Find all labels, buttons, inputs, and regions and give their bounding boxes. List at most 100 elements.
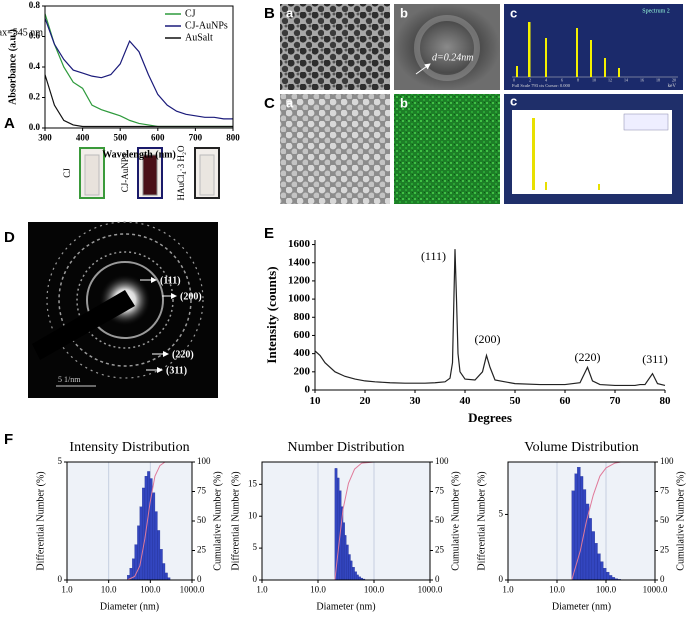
plot-frame: [66, 461, 193, 581]
edx-map: [394, 94, 500, 204]
histogram-bar: [350, 560, 353, 581]
peak-label: (220): [575, 350, 601, 364]
histogram-bar: [348, 554, 351, 581]
histogram-bar: [588, 518, 592, 581]
panel-label: E: [264, 225, 274, 242]
x-tick-label: 80: [660, 395, 672, 407]
x-tick-label: 1.0: [61, 584, 73, 594]
y2-tick-label: 0: [660, 574, 665, 584]
y-tick-label: 5: [499, 509, 504, 519]
panel-label: C: [264, 95, 275, 112]
chart-title: Intensity Distribution: [69, 440, 189, 455]
x-axis-label: Diameter (nm): [552, 601, 611, 612]
diffraction-rings: [46, 221, 204, 379]
series-line: [44, 17, 233, 120]
spectrum-footer: Full Scale 793 cts Cursor: 0.000: [512, 83, 571, 88]
spectrum-title: Spectrum 2: [642, 8, 670, 14]
edx-spectrum: [504, 4, 683, 90]
y2-tick-label: 25: [197, 545, 207, 555]
histogram-bar: [580, 476, 584, 581]
x-tick-label: 1000.0: [643, 584, 668, 594]
annotation: λmax=545 nm: [0, 27, 43, 38]
y-tick-label: 0.4: [29, 61, 41, 71]
y2-tick-label: 25: [660, 545, 670, 555]
x-tick-label: 700: [189, 132, 203, 142]
x-tick-label: 1000.0: [418, 584, 443, 594]
spectrum-tick: 18: [656, 77, 660, 82]
x-tick-label: 100.0: [140, 584, 161, 594]
panel-label: A: [4, 115, 15, 132]
legend-label: CJ-AuNPs: [185, 20, 228, 31]
x-axis-label: Diameter (nm): [100, 601, 159, 612]
y-tick-label: 0: [305, 384, 311, 396]
y2-axis-label: Cumulative Number (%): [450, 471, 461, 570]
histogram-bar: [594, 543, 598, 581]
x-tick-label: 300: [38, 132, 52, 142]
y2-tick-label: 100: [197, 456, 211, 466]
x-tick-label: 10: [310, 395, 322, 407]
axes: [314, 240, 665, 391]
spectrum-tick: 20: [672, 77, 676, 82]
panel-label: F: [4, 431, 13, 448]
histogram-bar: [139, 506, 143, 581]
x-axis-label: Diameter (nm): [316, 601, 375, 612]
vial-photos: CJ CJ-AuNPs HAuCl₄·3 H₂O: [62, 145, 220, 201]
x-tick-label: 400: [76, 132, 90, 142]
beam-stop: [32, 290, 135, 360]
x-tick-label: 70: [610, 395, 622, 407]
peak-label: (200): [475, 332, 501, 346]
histogram-bar: [344, 535, 347, 581]
spectrum-tick: 4: [545, 77, 547, 82]
vial: [199, 154, 215, 196]
x-tick-label: 40: [460, 395, 472, 407]
x-tick-label: 1.0: [502, 584, 514, 594]
y2-tick-label: 100: [435, 456, 449, 466]
y-tick-label: 0: [58, 574, 63, 584]
spectrum-tick: 14: [624, 77, 628, 82]
y-tick-label: 0.8: [29, 0, 41, 10]
plot-frame: [44, 5, 234, 129]
histogram-bar: [152, 492, 156, 581]
micrographs-b: a b d=0.24nm c Spectrum 2 Full Scale 793…: [280, 4, 683, 90]
y-axis-label: Differential Number (%): [230, 471, 241, 570]
histogram-bar: [577, 467, 581, 581]
peak-label: (111): [421, 249, 446, 263]
x-tick-label: 50: [510, 395, 522, 407]
y2-axis-label: Cumulative Number (%): [212, 471, 223, 570]
x-tick-label: 1000.0: [180, 584, 205, 594]
y2-tick-label: 0: [435, 574, 440, 584]
ring-label: (111): [160, 275, 181, 286]
spectrum-tick: 8: [577, 77, 579, 82]
sem-image: [280, 94, 390, 204]
y-tick-label: 15: [248, 478, 258, 488]
histogram-bar: [137, 525, 140, 581]
y-tick-label: 0.0: [29, 122, 41, 132]
vial-label: CJ: [62, 168, 72, 178]
histogram-bar: [164, 572, 168, 581]
histogram-bar: [571, 490, 575, 581]
x-tick-label: 500: [113, 132, 127, 142]
x-tick-label: 10.0: [549, 584, 565, 594]
spectrum-tick: 16: [640, 77, 644, 82]
spectrum-tick: 12: [608, 77, 612, 82]
spectrum-tick: 10: [592, 77, 596, 82]
spectrum-unit: keV: [668, 84, 677, 89]
legend-label: AuSalt: [185, 32, 213, 43]
x-tick-label: 600: [151, 132, 165, 142]
chart-title: Volume Distribution: [524, 440, 638, 455]
histogram-bar: [597, 553, 601, 581]
histogram-bar: [603, 568, 607, 581]
plot-frame: [507, 461, 656, 581]
y2-tick-label: 25: [435, 545, 445, 555]
histogram-bar: [147, 471, 151, 581]
particle: [414, 15, 480, 81]
sub-label: c: [510, 5, 517, 20]
spectrum-tick: 6: [561, 77, 563, 82]
panel-label: B: [264, 5, 275, 22]
series-line: [44, 74, 233, 128]
x-tick-label: 10.0: [101, 584, 117, 594]
histogram-bar: [352, 567, 355, 581]
arrow: [415, 63, 431, 75]
sub-label: a: [286, 5, 294, 20]
y2-axis-label: Cumulative Number (%): [675, 471, 686, 570]
